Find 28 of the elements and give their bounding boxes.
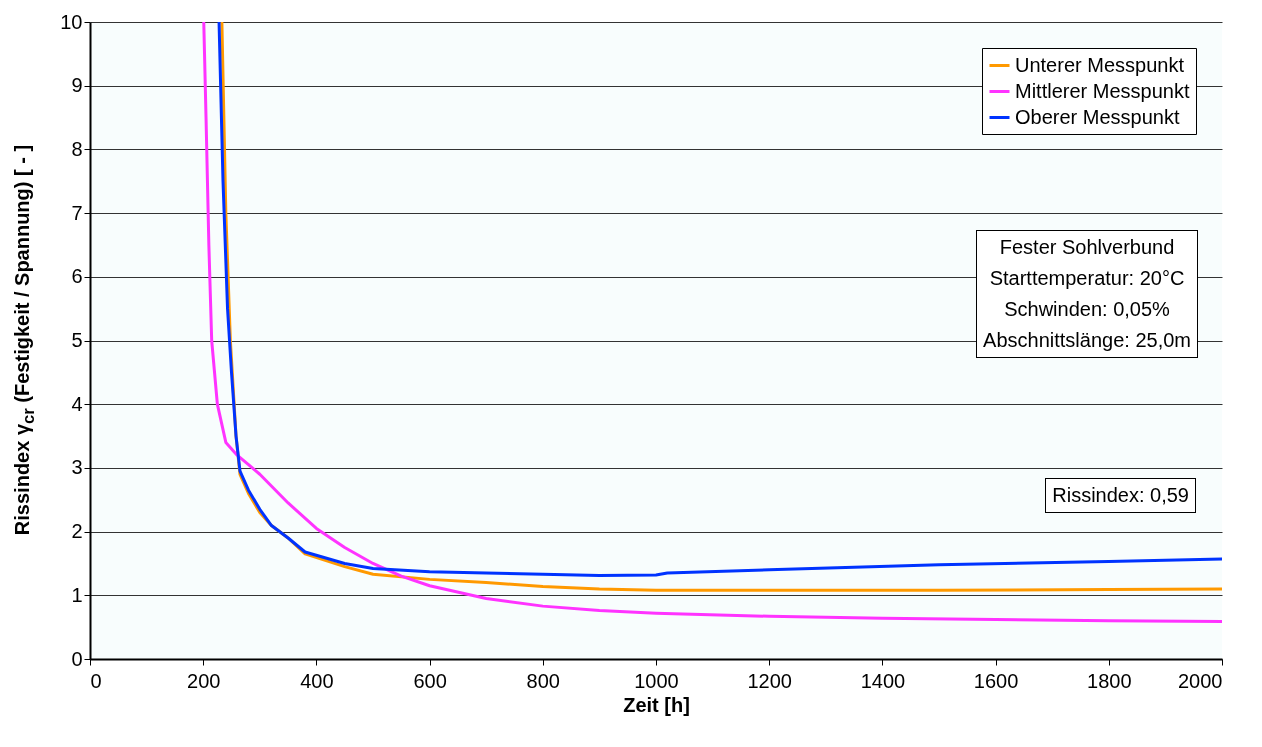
y-tick-label: 4 (71, 392, 83, 415)
x-tick-label: 800 (526, 669, 560, 692)
y-tick-label: 10 (60, 10, 83, 33)
x-tick-label: 400 (300, 669, 334, 692)
legend-label: Mittlerer Messpunkt (1015, 79, 1190, 102)
y-tick-label: 6 (71, 265, 83, 288)
x-tick-label: 1200 (747, 669, 792, 692)
y-tick-label: 7 (71, 201, 83, 224)
legend-label: Unterer Messpunkt (1015, 53, 1185, 76)
x-tick-label: 1600 (973, 669, 1019, 692)
x-tick-label: 2000 (1178, 669, 1223, 692)
x-tick-label: 0 (90, 669, 102, 692)
x-tick-label: 200 (187, 669, 221, 692)
y-tick-label: 3 (71, 456, 83, 479)
x-tick-label: 1400 (860, 669, 906, 692)
x-tick-label: 1800 (1087, 669, 1132, 692)
y-tick-label: 1 (71, 583, 83, 606)
y-tick-label: 9 (71, 74, 83, 97)
x-tick-label: 1000 (634, 669, 679, 692)
annotation: Rissindex: 0,59 (1045, 478, 1196, 513)
legend-label: Oberer Messpunkt (1015, 105, 1180, 128)
annotation: Fester Sohlverbund Starttemperatur: 20°C Schwinden: 0,05% Abschnittslänge: 25,0m (976, 230, 1198, 358)
y-tick-label: 8 (71, 137, 83, 160)
x-tick-label: 600 (413, 669, 447, 692)
y-tick-label: 0 (71, 647, 83, 670)
x-axis-title: Zeit [h] (623, 693, 690, 716)
y-tick-label: 5 (71, 329, 83, 351)
y-tick-label: 2 (71, 520, 83, 543)
